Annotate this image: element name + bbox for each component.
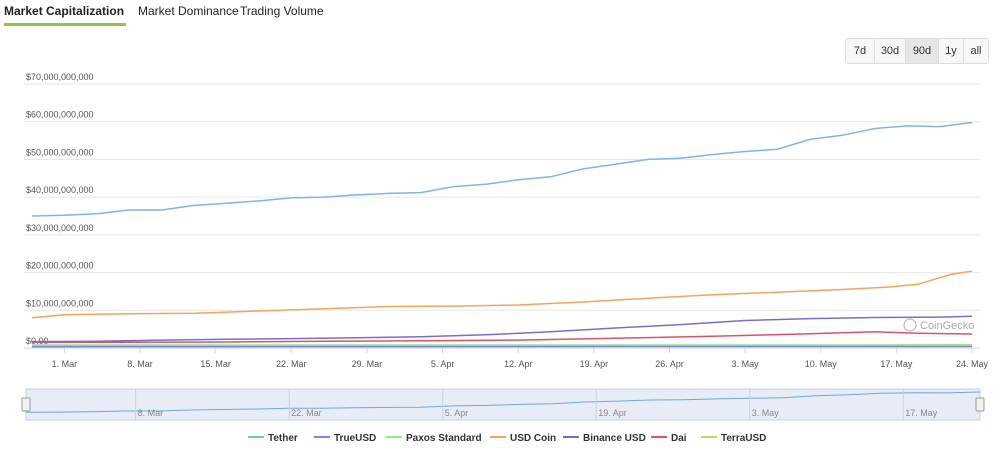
navigator-label: 5. Apr: [445, 408, 469, 418]
x-tick-label: 10. May: [805, 359, 838, 369]
tab-trading-volume[interactable]: Trading Volume: [240, 4, 324, 18]
range-7d-button[interactable]: 7d: [846, 39, 875, 63]
time-range-selector: 7d 30d 90d 1y all: [845, 38, 989, 64]
y-tick-label: $10,000,000,000: [26, 298, 94, 308]
y-tick-label: $40,000,000,000: [26, 185, 94, 195]
y-tick-label: $50,000,000,000: [26, 147, 94, 157]
coingecko-logo: [903, 318, 917, 332]
legend-item-dai: Dai: [671, 433, 687, 444]
y-tick-label: $30,000,000,000: [26, 223, 94, 233]
legend-item-binance-usd: Binance USD: [583, 433, 646, 444]
legend-item-trueusd: TrueUSD: [334, 433, 376, 444]
x-tick-label: 24. May: [956, 359, 989, 369]
legend-item-usd-coin: USD Coin: [510, 433, 556, 444]
navigator-label: 17. May: [905, 408, 938, 418]
navigator-left-handle: [21, 397, 31, 412]
range-90d-button[interactable]: 90d: [906, 39, 939, 63]
x-tick-label: 3. May: [732, 359, 760, 369]
navigator-label: 3. May: [752, 408, 780, 418]
range-30d-button[interactable]: 30d: [875, 39, 906, 63]
navigator-series-line: [25, 391, 981, 413]
series-line-tether: [31, 121, 973, 217]
legend-item-tether: Tether: [268, 433, 298, 444]
series-line-usd-coin: [31, 270, 973, 319]
y-tick-label: $0.00: [26, 336, 49, 346]
x-tick-label: 8. Mar: [127, 359, 153, 369]
legend-item-paxos-standard: Paxos Standard: [406, 433, 482, 444]
tab-market-dominance[interactable]: Market Dominance: [138, 4, 239, 18]
y-tick-label: $70,000,000,000: [26, 72, 94, 82]
x-tick-label: 15. Mar: [200, 359, 231, 369]
range-1y-button[interactable]: 1y: [939, 39, 964, 63]
x-tick-label: 19. Apr: [580, 359, 609, 369]
active-tab-indicator: [4, 23, 126, 26]
navigator-background: [25, 388, 981, 421]
watermark: CoinGecko: [920, 320, 974, 332]
series-line-terrausd: [31, 343, 973, 348]
x-tick-label: 12. Apr: [504, 359, 533, 369]
x-tick-label: 17. May: [880, 359, 913, 369]
legend-item-terrausd: TerraUSD: [721, 433, 766, 444]
x-tick-label: 1. Mar: [52, 359, 78, 369]
x-tick-label: 29. Mar: [352, 359, 383, 369]
series-line-binance-usd: [31, 315, 973, 343]
series-line-dai: [32, 331, 973, 344]
x-tick-label: 26. Apr: [655, 359, 684, 369]
tab-market-capitalization[interactable]: Market Capitalization: [4, 4, 125, 18]
y-tick-label: $60,000,000,000: [26, 110, 94, 120]
x-tick-label: 5. Apr: [431, 359, 455, 369]
navigator-label: 22. Mar: [291, 408, 322, 418]
y-tick-label: $20,000,000,000: [26, 261, 94, 271]
navigator-label: 8. Mar: [138, 408, 164, 418]
navigator-right-handle: [975, 397, 985, 412]
x-tick-label: 22. Mar: [276, 359, 307, 369]
chart-tabs: Market Capitalization Market Dominance T…: [0, 0, 1000, 30]
range-all-button[interactable]: all: [964, 39, 988, 63]
navigator-label: 19. Apr: [598, 408, 627, 418]
